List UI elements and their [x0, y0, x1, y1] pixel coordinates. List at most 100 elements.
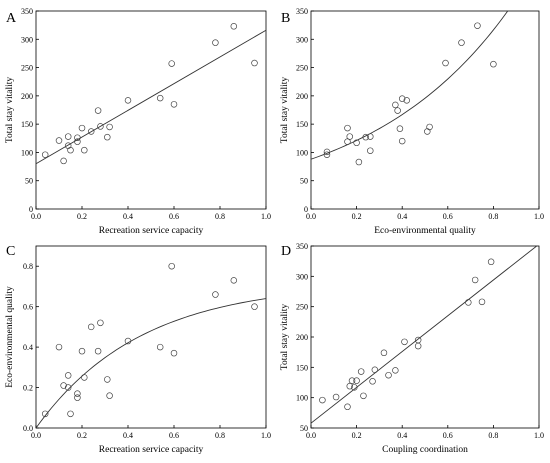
y-tick-label: 0.8: [23, 262, 33, 271]
data-point: [426, 123, 433, 131]
x-tick-label: 0.6: [169, 431, 179, 440]
y-tick-label: 300: [21, 35, 33, 44]
x-tick-label: 0.0: [31, 431, 41, 440]
data-point: [403, 97, 411, 104]
data-point: [212, 291, 219, 298]
x-tick-label: 1.0: [261, 431, 271, 440]
data-point: [94, 107, 102, 114]
x-axis-title: Recreation service capacity: [99, 226, 204, 236]
data-point: [94, 347, 102, 355]
x-tick-label: 0.2: [77, 212, 87, 221]
data-point: [398, 95, 406, 102]
data-point: [392, 367, 399, 374]
data-point: [106, 392, 113, 399]
x-tick-label: 0.2: [352, 212, 362, 221]
x-tick-label: 0.2: [352, 431, 362, 440]
data-point: [490, 60, 497, 68]
y-tick-label: 0.0: [23, 424, 33, 433]
data-point: [351, 384, 358, 391]
data-point: [170, 349, 178, 357]
data-point: [41, 410, 49, 418]
data-point: [87, 323, 95, 331]
y-tick-label: 300: [296, 272, 308, 281]
data-point: [355, 158, 363, 166]
data-point: [74, 134, 81, 141]
data-point: [367, 147, 374, 154]
data-point: [392, 101, 399, 109]
y-tick-label: 50: [300, 177, 308, 186]
y-tick-label: 250: [296, 64, 308, 73]
data-point: [60, 382, 67, 389]
data-point: [104, 133, 111, 141]
x-tick-label: 0.4: [397, 431, 407, 440]
data-point: [458, 39, 465, 46]
data-point: [348, 377, 356, 384]
data-point: [474, 22, 481, 29]
x-tick-label: 0.6: [443, 212, 453, 221]
panel-letter: D: [281, 244, 291, 259]
y-tick-label: 0.2: [23, 384, 33, 393]
data-point: [465, 299, 472, 306]
data-point: [487, 258, 495, 266]
data-point: [81, 146, 88, 154]
y-tick-label: 200: [296, 92, 308, 101]
data-point: [156, 343, 164, 351]
panel-a: 0.0 0.2 0.4 0.6 0.8 1.0 0 50 100 150 200 250 300 350 R…: [5, 7, 271, 236]
data-point: [442, 59, 449, 67]
data-point: [74, 138, 81, 145]
x-tick-label: 0.2: [77, 431, 87, 440]
y-tick-label: 350: [296, 7, 308, 16]
data-point: [424, 128, 431, 135]
data-point: [251, 59, 258, 67]
y-tick-label: 100: [21, 148, 33, 157]
data-point: [357, 368, 365, 375]
data-point: [414, 336, 422, 344]
plot-frame: [310, 10, 540, 210]
y-tick-label: 350: [21, 7, 33, 16]
data-point: [371, 366, 379, 374]
y-axis-title: Eco-environmental quality: [5, 286, 15, 388]
plot-frame: [310, 245, 540, 429]
y-axis-title: Total stay vitality: [280, 304, 290, 371]
x-tick-label: 0.4: [123, 431, 133, 440]
data-point: [360, 392, 367, 400]
x-tick-label: 1.0: [534, 212, 544, 221]
data-point: [385, 371, 392, 379]
panel-letter: A: [6, 11, 17, 26]
x-axis-title: Eco-environmental quality: [374, 226, 476, 236]
x-tick-label: 0.4: [397, 212, 407, 221]
data-point: [64, 133, 72, 140]
panel-b: 0.0 0.2 0.4 0.6 0.8 1.0 0 50 100 150 200 250 300 350 E…: [280, 7, 544, 236]
x-tick-label: 0.4: [123, 212, 133, 221]
data-point: [319, 396, 326, 404]
y-tick-label: 0.6: [23, 303, 33, 312]
x-tick-label: 0.8: [488, 212, 498, 221]
y-tick-label: 150: [296, 120, 308, 129]
y-tick-label: 250: [296, 303, 308, 312]
data-point: [78, 347, 86, 355]
data-point: [346, 382, 354, 390]
data-point: [156, 94, 164, 102]
y-tick-label: 150: [296, 363, 308, 372]
y-tick-label: 0: [304, 205, 308, 214]
fit-curve: [311, 11, 509, 160]
x-tick-label: 1.0: [261, 212, 271, 221]
panel-letter: B: [281, 11, 290, 26]
data-point: [74, 394, 81, 401]
y-tick-label: 100: [296, 148, 308, 157]
data-point: [41, 151, 49, 158]
x-tick-label: 0.0: [31, 212, 41, 221]
data-point: [106, 123, 113, 131]
y-tick-label: 150: [21, 120, 33, 129]
x-axis-title: Recreation service capacity: [99, 445, 204, 455]
data-point: [332, 393, 340, 401]
data-point: [104, 376, 111, 383]
data-point: [87, 128, 95, 135]
panel-letter: C: [6, 244, 15, 259]
y-tick-label: 200: [21, 92, 33, 101]
data-point: [369, 378, 376, 385]
data-point: [212, 39, 219, 46]
y-tick-label: 350: [296, 242, 308, 251]
data-point: [124, 337, 132, 345]
data-point: [367, 133, 374, 140]
